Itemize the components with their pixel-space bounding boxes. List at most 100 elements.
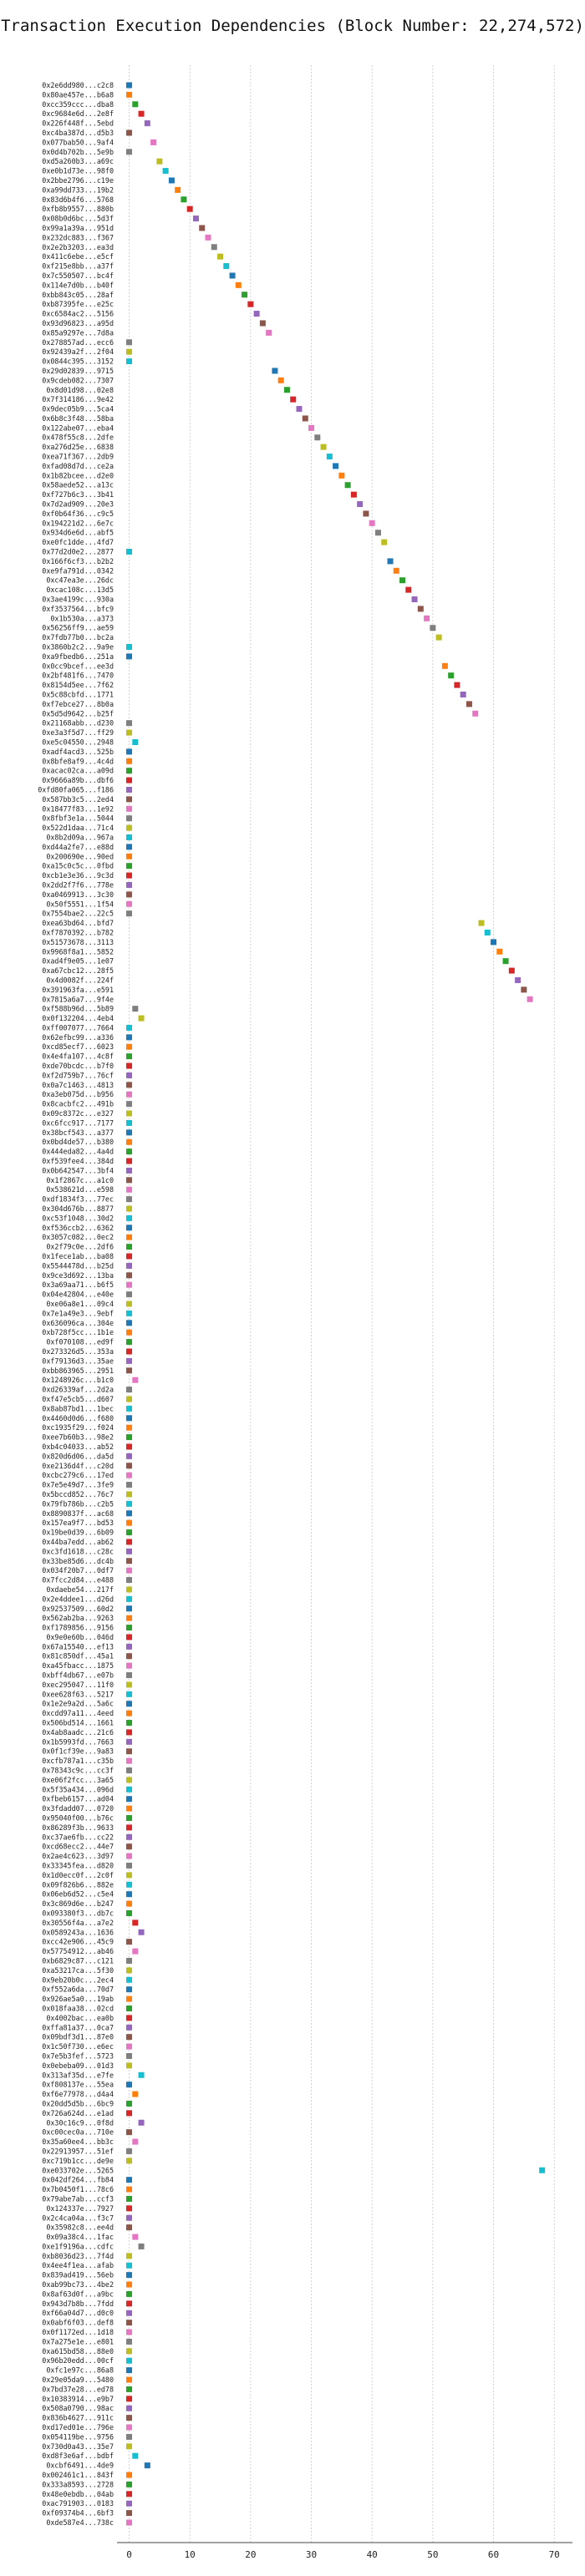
tx-marker-6 xyxy=(150,139,157,145)
y-tick-label-13: 0xfb8b9557...880b xyxy=(42,205,114,213)
x-tick-label-1: 10 xyxy=(185,2549,196,2560)
y-tick-label-193: 0x30556f4a...a7e2 xyxy=(42,1919,114,1927)
y-tick-label-126: 0x3a69aa71...b6f5 xyxy=(42,1280,114,1289)
y-tick-label-85: 0xa0469913...3c30 xyxy=(42,890,114,899)
tx-marker-16 xyxy=(205,234,211,241)
tx-marker-0 xyxy=(126,82,133,89)
y-tick-label-29: 0x0844c395...3152 xyxy=(42,357,114,366)
y-tick-label-82: 0xa15c0c5c...0fbd xyxy=(42,862,114,870)
tx-marker-3 xyxy=(138,110,145,117)
tx-marker-213 xyxy=(126,2110,133,2117)
y-tick-label-152: 0x19be0d39...6b09 xyxy=(42,1529,114,1537)
tx-marker-44 xyxy=(357,501,364,508)
y-tick-label-47: 0x934d6e6d...abf5 xyxy=(42,529,114,537)
x-tick-label-2: 20 xyxy=(245,2549,256,2560)
tx-marker-234 xyxy=(126,2310,133,2316)
tx-marker-80 xyxy=(126,844,133,850)
tx-marker-126 xyxy=(126,1281,133,1288)
y-tick-label-28: 0x92439a2f...2f04 xyxy=(42,347,114,356)
tx-marker-26 xyxy=(266,329,272,336)
tx-marker-12 xyxy=(181,196,187,203)
tx-marker-174 xyxy=(126,1738,133,1745)
tx-marker-190 xyxy=(126,1891,133,1898)
y-tick-label-6: 0x077bab50...9af4 xyxy=(42,138,114,146)
tx-marker-221 xyxy=(126,2186,133,2193)
y-tick-label-187: 0x33345fea...d820 xyxy=(42,1862,114,1870)
tx-marker-120 xyxy=(126,1225,133,1231)
tx-marker-162 xyxy=(126,1625,133,1631)
y-tick-label-230: 0x839ad419...56eb xyxy=(42,2271,114,2279)
tx-marker-124 xyxy=(126,1262,133,1269)
y-tick-label-179: 0x5f35a434...096d xyxy=(42,1785,114,1793)
tx-marker-122 xyxy=(126,1244,133,1250)
y-tick-label-254: 0xac791903...0183 xyxy=(42,2499,114,2508)
y-tick-label-201: 0x926ae5a0...19ab xyxy=(42,1995,114,2003)
y-tick-label-184: 0xc37ae6fb...cc22 xyxy=(42,1833,114,1841)
y-tick-label-88: 0xea63bd64...bfd7 xyxy=(42,919,114,927)
tx-marker-104 xyxy=(126,1072,133,1078)
y-tick-label-2: 0xcc359ccc...dba8 xyxy=(42,100,114,109)
tx-marker-58 xyxy=(435,634,442,641)
y-tick-label-255: 0xf09374b4...6bf3 xyxy=(42,2509,114,2518)
y-tick-label-57: 0x56256ff9...ae59 xyxy=(42,624,114,632)
y-tick-label-208: 0x0ebeba09...01d3 xyxy=(42,2061,114,2070)
tx-marker-117 xyxy=(126,1196,133,1203)
y-tick-label-74: 0xfd80fa065...f186 xyxy=(38,785,114,794)
y-tick-label-99: 0xff007077...7664 xyxy=(42,1023,114,1032)
tx-marker-129 xyxy=(126,1310,133,1316)
y-tick-label-127: 0x04e42804...e40e xyxy=(42,1291,114,1299)
tx-marker-182 xyxy=(126,1815,133,1822)
x-tick-label-3: 30 xyxy=(306,2549,317,2560)
y-tick-label-240: 0xfc1e97c...86a8 xyxy=(46,2366,114,2375)
y-tick-label-191: 0x3c869d6e...b247 xyxy=(42,1899,114,1908)
tx-marker-89 xyxy=(484,929,491,936)
y-tick-label-11: 0xa99dd733...19b2 xyxy=(42,185,114,194)
tx-marker-185 xyxy=(126,1843,133,1850)
y-tick-label-219: 0xe033702e...5265 xyxy=(42,2166,114,2174)
y-tick-label-159: 0x2e4ddee1...d26d xyxy=(42,1595,114,1603)
tx-marker-45 xyxy=(363,510,369,517)
y-tick-label-117: 0xdf1834f3...77ec xyxy=(42,1195,114,1204)
tx-marker-250 xyxy=(144,2462,150,2469)
y-tick-label-71: 0x8bfe8af9...4c4d xyxy=(42,757,114,765)
y-tick-label-130: 0x636096ca...304e xyxy=(42,1319,114,1327)
x-tick-label-6: 60 xyxy=(488,2549,499,2560)
y-tick-label-129: 0x7e1a49e3...9ebf xyxy=(42,1309,114,1317)
y-tick-label-40: 0xfad08d7d...ce2a xyxy=(42,462,114,470)
y-tick-label-20: 0x7c550507...bc4f xyxy=(42,271,114,280)
tx-marker-235 xyxy=(126,2320,133,2326)
tx-marker-37 xyxy=(314,434,321,441)
tx-marker-252 xyxy=(126,2481,133,2487)
x-tick-label-5: 50 xyxy=(427,2549,438,2560)
tx-marker-61 xyxy=(441,662,448,669)
y-tick-label-32: 0x8d01d98...02e8 xyxy=(46,386,114,394)
tx-marker-132 xyxy=(126,1339,133,1346)
y-tick-label-167: 0xbff4db67...e07b xyxy=(42,1671,114,1680)
tx-marker-72 xyxy=(126,768,133,774)
tx-marker-77 xyxy=(126,815,133,822)
y-tick-label-30: 0x29d02839...9715 xyxy=(42,367,114,375)
y-tick-label-217: 0x22913957...51ef xyxy=(42,2147,114,2155)
y-tick-label-178: 0xe06f2fcc...3a65 xyxy=(42,1776,114,1784)
y-tick-label-25: 0x93d96823...a95d xyxy=(42,319,114,327)
y-tick-label-183: 0x86289f3b...9633 xyxy=(42,1823,114,1832)
tx-marker-70 xyxy=(126,748,133,755)
tx-marker-9 xyxy=(162,168,169,175)
y-tick-label-24: 0xc6584ac2...5156 xyxy=(42,310,114,318)
tx-marker-251 xyxy=(126,2472,133,2478)
y-tick-label-202: 0x018faa38...02cd xyxy=(42,2004,114,2012)
tx-marker-51 xyxy=(393,567,399,574)
y-tick-label-249: 0xd8f3e6af...bdbf xyxy=(42,2452,114,2460)
tx-marker-136 xyxy=(132,1377,139,1383)
y-tick-label-256: 0xde587e4...738c xyxy=(46,2518,114,2527)
y-tick-label-177: 0x78343c9c...cc3f xyxy=(42,1767,114,1775)
x-tick-label-7: 70 xyxy=(549,2549,560,2560)
y-tick-label-125: 0x9ce3d692...13ba xyxy=(42,1271,114,1280)
tx-marker-107 xyxy=(126,1101,133,1108)
tx-marker-46 xyxy=(369,520,375,526)
y-tick-label-215: 0xc00cec0a...710e xyxy=(42,2128,114,2137)
y-tick-label-151: 0x157ea9f7...bd53 xyxy=(42,1519,114,1527)
y-tick-label-33: 0x7f314186...9e42 xyxy=(42,395,114,403)
y-tick-label-198: 0xa53217ca...5f30 xyxy=(42,1966,114,1975)
y-tick-label-229: 0x4ee4f1ea...afab xyxy=(42,2261,114,2269)
